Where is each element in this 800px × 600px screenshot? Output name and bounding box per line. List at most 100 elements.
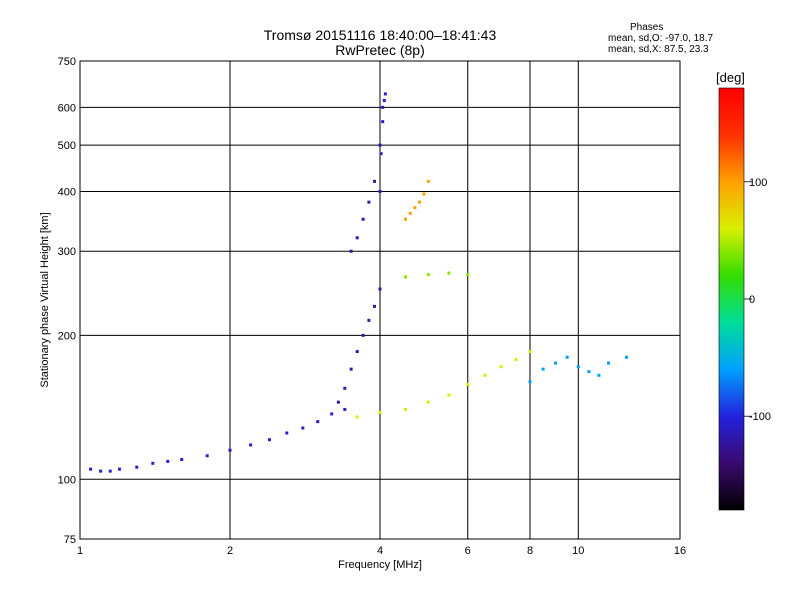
data-point bbox=[403, 407, 407, 411]
data-point bbox=[447, 271, 451, 275]
data-point bbox=[383, 92, 387, 96]
data-point bbox=[349, 249, 353, 253]
data-point bbox=[108, 469, 112, 473]
data-point bbox=[205, 454, 209, 458]
data-point bbox=[89, 467, 93, 471]
y-tick-label: 75 bbox=[64, 534, 76, 546]
data-point bbox=[166, 459, 170, 463]
x-tick-label: 6 bbox=[465, 545, 471, 557]
data-point bbox=[135, 465, 139, 469]
data-point bbox=[99, 469, 103, 473]
data-point bbox=[466, 382, 470, 386]
data-point bbox=[180, 457, 184, 461]
data-point bbox=[587, 370, 591, 374]
data-point bbox=[426, 273, 430, 277]
data-point bbox=[379, 152, 383, 156]
data-point bbox=[447, 393, 451, 397]
data-point bbox=[565, 355, 569, 359]
y-tick-label: 500 bbox=[58, 140, 76, 152]
data-point bbox=[355, 236, 359, 240]
y-tick-label: 300 bbox=[58, 246, 76, 258]
data-point bbox=[553, 361, 557, 365]
data-point bbox=[367, 200, 371, 204]
data-point bbox=[117, 467, 121, 471]
y-tick-label: 100 bbox=[58, 474, 76, 486]
data-point bbox=[528, 350, 532, 354]
data-point bbox=[378, 189, 382, 193]
data-point bbox=[151, 461, 155, 465]
data-point bbox=[349, 367, 353, 371]
data-point bbox=[597, 373, 601, 377]
data-point bbox=[408, 211, 412, 215]
data-point bbox=[499, 365, 503, 369]
data-point bbox=[381, 105, 385, 109]
data-point bbox=[413, 206, 417, 210]
x-tick-label: 16 bbox=[674, 545, 686, 557]
data-point bbox=[361, 333, 365, 337]
data-point bbox=[373, 304, 377, 308]
data-point bbox=[625, 355, 629, 359]
x-tick-label: 8 bbox=[527, 545, 533, 557]
y-axis-label: Stationary phase Virtual Height [km] bbox=[39, 212, 51, 387]
data-point bbox=[426, 179, 430, 183]
data-point bbox=[378, 143, 382, 147]
data-point bbox=[514, 358, 518, 362]
data-point bbox=[367, 318, 371, 322]
x-tick-label: 10 bbox=[572, 545, 584, 557]
data-point bbox=[607, 361, 611, 365]
data-point bbox=[336, 400, 340, 404]
axis-ticks: 1 2 4 6 8 10 16 75 100 200 300 400 500 600 750 bbox=[58, 56, 686, 557]
data-point bbox=[301, 426, 305, 430]
data-point bbox=[361, 217, 365, 221]
data-point bbox=[541, 367, 545, 371]
data-point bbox=[249, 443, 253, 447]
data-point bbox=[267, 438, 271, 442]
x-tick-label: 4 bbox=[377, 545, 383, 557]
data-point bbox=[355, 350, 359, 354]
data-point bbox=[228, 448, 232, 452]
y-tick-label: 200 bbox=[58, 330, 76, 342]
data-point bbox=[381, 120, 385, 124]
data-point bbox=[417, 200, 421, 204]
phases-heading: Phases bbox=[630, 22, 664, 33]
phase-stats-x: mean, sd,X: 87.5, 23.3 bbox=[608, 44, 709, 55]
phase-colorbar: [deg] 100 0 -100 bbox=[716, 70, 771, 511]
data-point bbox=[316, 420, 320, 424]
x-tick-label: 2 bbox=[227, 545, 233, 557]
data-point bbox=[355, 415, 359, 419]
data-point bbox=[378, 410, 382, 414]
data-point bbox=[343, 386, 347, 390]
y-tick-label: 750 bbox=[58, 56, 76, 68]
data-point bbox=[330, 412, 334, 416]
phase-stats-o: mean, sd,O: -97.0, 18.7 bbox=[608, 33, 714, 44]
x-axis-label: Frequency [MHz] bbox=[338, 559, 422, 571]
data-point bbox=[378, 287, 382, 291]
colorbar-tick-label: 100 bbox=[749, 177, 767, 189]
data-point bbox=[403, 217, 407, 221]
data-point bbox=[466, 273, 470, 277]
chart-subtitle: RwPretec (8p) bbox=[335, 42, 425, 58]
data-point bbox=[373, 179, 377, 183]
data-point bbox=[576, 365, 580, 369]
data-point bbox=[382, 99, 386, 103]
data-point bbox=[285, 431, 289, 435]
chart-title: Tromsø 20151116 18:40:00–18:41:43 bbox=[263, 27, 497, 43]
plot-frame bbox=[79, 60, 681, 540]
data-points bbox=[89, 92, 629, 473]
data-point bbox=[343, 407, 347, 411]
data-point bbox=[528, 380, 532, 384]
data-point bbox=[422, 192, 426, 196]
y-tick-label: 600 bbox=[58, 102, 76, 114]
x-tick-label: 1 bbox=[77, 545, 83, 557]
colorbar-label: [deg] bbox=[716, 70, 745, 85]
data-point bbox=[426, 400, 430, 404]
data-point bbox=[403, 275, 407, 279]
y-tick-label: 400 bbox=[58, 186, 76, 198]
colorbar-gradient bbox=[718, 87, 745, 511]
colorbar-tick-label: 0 bbox=[749, 294, 755, 306]
grid-lines bbox=[80, 61, 680, 539]
colorbar-tick-label: -100 bbox=[749, 411, 771, 423]
data-point bbox=[483, 373, 487, 377]
